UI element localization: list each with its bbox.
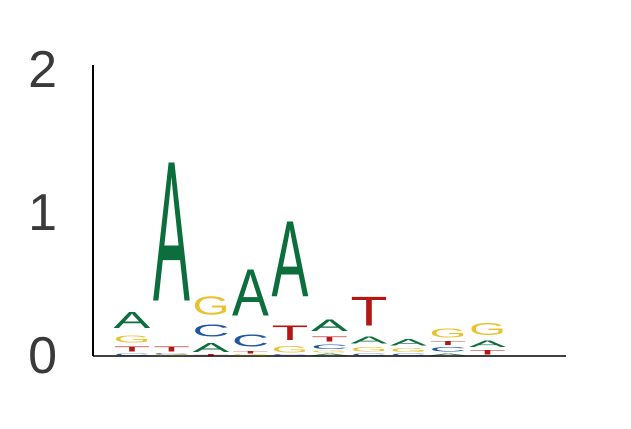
logo-letter-t-pos4-1: T — [232, 350, 269, 354]
logo-letter-g-pos5-1: G — [272, 345, 309, 355]
logo-letter-t-pos7-3: T — [351, 288, 388, 335]
logo-letter-a-pos6-0: A — [311, 353, 348, 356]
logo-letter-c-pos7-0: C — [351, 353, 388, 356]
logo-letter-a-pos2-3: A — [153, 120, 190, 344]
logo-letter-a-pos9-0: A — [430, 353, 467, 356]
logo-letter-c-pos5-0: C — [272, 355, 309, 356]
logo-letter-a-pos7-2: A — [351, 335, 389, 346]
logo-letter-a-pos6-4: A — [311, 316, 349, 335]
y-tick-label-0: 0 — [28, 327, 57, 385]
logo-letter-t-pos5-2: T — [272, 320, 309, 344]
logo-letter-c-pos9-1: C — [430, 346, 467, 353]
logo-letter-a-pos10-1: A — [469, 339, 507, 349]
logo-letter-g-pos1-2: G — [114, 333, 151, 344]
logo-letter-g-pos2-0: G — [153, 355, 190, 356]
logo-letter-c-pos3-2: C — [193, 320, 230, 340]
logo-letter-a-pos1-3: A — [114, 307, 152, 333]
logo-letter-t-pos2-2: T — [153, 345, 190, 354]
logo-letter-a-pos5-3: A — [272, 199, 309, 320]
logo-letter-c-pos6-2: C — [311, 343, 348, 350]
logo-letter-g-pos10-2: G — [469, 318, 506, 338]
logo-letter-g-pos8-1: G — [390, 347, 427, 353]
logo-letter-c-pos8-0: C — [390, 353, 427, 356]
logo-letter-g-pos9-3: G — [430, 326, 467, 340]
logo-letter-t-pos9-2: T — [430, 340, 467, 346]
logo-letter-g-pos4-0: G — [232, 355, 269, 356]
logo-letter-c-pos4-2: C — [232, 331, 269, 351]
logo-letter-c-pos2-1: C — [153, 353, 190, 354]
logo-letter-t-pos1-1: T — [114, 345, 151, 354]
logo-letter-a-pos3-1: A — [193, 341, 230, 355]
logo-letter-a-pos4-3: A — [232, 256, 269, 330]
logo-letter-t-pos3-0: T — [193, 355, 230, 356]
y-tick-label-1: 1 — [28, 184, 57, 242]
logo-letter-g-pos7-1: G — [351, 346, 388, 353]
y-tick-label-2: 2 — [28, 41, 57, 99]
y-tick-labels: 0 1 2 — [28, 41, 57, 385]
logo-letter-a-pos8-2: A — [390, 338, 428, 348]
logo-letter-t-pos6-3: T — [311, 335, 348, 344]
logo-letter-c-pos1-0: C — [114, 353, 151, 356]
logo-letter-t-pos10-0: T — [469, 349, 506, 356]
logo-letter-g-pos3-3: G — [193, 292, 230, 321]
logo-letter-g-pos6-1: G — [311, 350, 348, 353]
